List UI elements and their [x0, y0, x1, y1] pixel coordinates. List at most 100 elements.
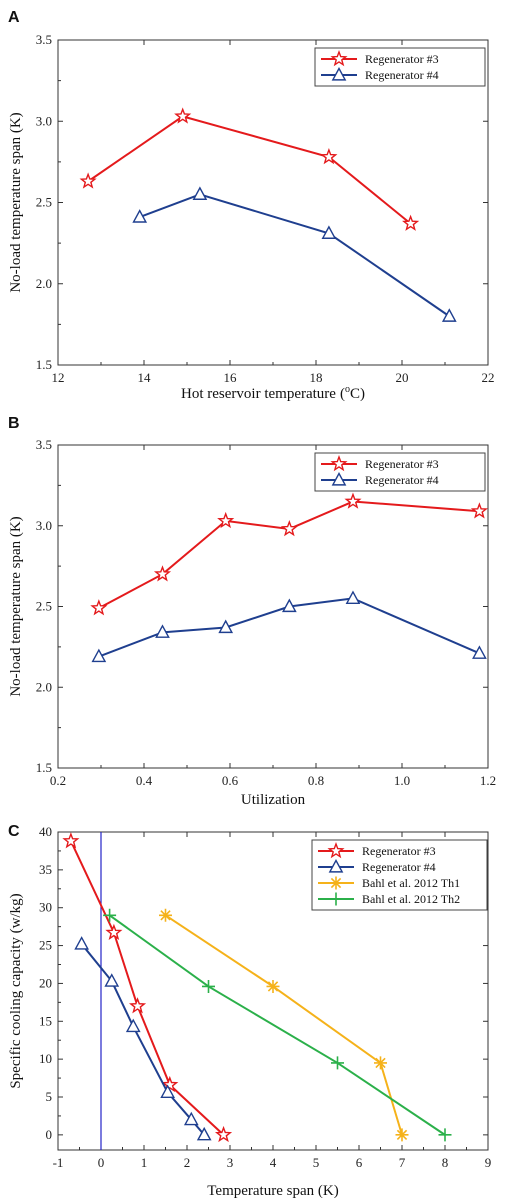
x-tick-label: 6 — [356, 1155, 363, 1170]
legend: Regenerator #3 Regenerator #4 — [314, 47, 486, 87]
data-point — [331, 1056, 344, 1070]
y-tick-label: 2.5 — [36, 195, 52, 210]
x-axis-title-unit: ( — [340, 386, 345, 402]
data-point — [402, 214, 420, 231]
series-line — [98, 597, 480, 658]
legend-label: Regenerator #3 — [365, 457, 439, 471]
legend: Regenerator #3 Regenerator #4 — [314, 452, 486, 492]
plot-frame — [57, 444, 489, 769]
x-tick-label: 0 — [98, 1155, 105, 1170]
x-tick-label: 18 — [310, 370, 323, 385]
x-tick-label: 3 — [227, 1155, 234, 1170]
data-point — [159, 908, 172, 922]
series-1 — [90, 492, 488, 616]
series-line — [69, 840, 225, 1136]
data-point — [153, 565, 172, 582]
data-point — [103, 908, 117, 922]
y-axis-title: No-load temperature span (K) — [8, 112, 24, 292]
series-line — [87, 115, 412, 225]
data-point — [218, 619, 234, 634]
y-tick-label: 30 — [39, 900, 52, 915]
data-point — [90, 599, 108, 616]
legend: Regenerator #3 Regenerator #4 Bahl et al. … — [311, 839, 488, 911]
x-tick-label: 1.0 — [394, 773, 410, 788]
y-tick-label: 35 — [39, 862, 52, 877]
x-axis-title-unit-end: C) — [350, 386, 365, 402]
series-line — [164, 914, 403, 1136]
legend-swatch-marker — [328, 859, 344, 873]
x-axis-title-main: Temperature span (K) — [207, 1183, 338, 1198]
data-point — [132, 209, 148, 223]
data-point — [128, 997, 147, 1014]
legend-label: Regenerator #3 — [365, 52, 439, 66]
series-line — [139, 193, 450, 318]
x-axis-title-unit-sup: o — [345, 384, 350, 395]
x-tick-label: 5 — [313, 1155, 320, 1170]
legend-label: Regenerator #4 — [365, 68, 439, 82]
x-tick-label: 1 — [141, 1155, 148, 1170]
data-point — [320, 148, 338, 165]
x-tick-label: 0.6 — [222, 773, 239, 788]
series-line — [109, 914, 446, 1136]
legend-label: Regenerator #4 — [362, 860, 436, 874]
y-tick-label: 1.5 — [36, 357, 52, 372]
x-tick-label: -1 — [53, 1155, 64, 1170]
data-point — [183, 1111, 199, 1126]
data-point — [79, 172, 97, 189]
data-point — [192, 186, 208, 200]
data-point — [104, 973, 120, 987]
x-tick-label: 0.2 — [50, 773, 66, 788]
y-tick-label: 2.5 — [36, 599, 52, 614]
legend-swatch-marker — [330, 50, 348, 67]
data-point — [472, 645, 487, 659]
legend-label: Regenerator #4 — [365, 473, 439, 487]
panel-letter: C — [8, 823, 20, 840]
legend-swatch-marker — [331, 472, 347, 486]
data-point — [441, 308, 457, 322]
y-tick-label: 15 — [39, 1013, 52, 1028]
data-point — [91, 648, 107, 663]
x-tick-label: 0.8 — [308, 773, 324, 788]
series-line — [80, 943, 205, 1136]
y-tick-label: 3.0 — [36, 113, 52, 128]
chart-panel-c: C-1 0 1 2 3 4 5 6 7 8 90510152025303540Temperature… — [8, 823, 491, 1198]
x-axis-title: Hot reservoir temperature (oC) — [181, 384, 365, 402]
data-point — [62, 832, 80, 849]
x-tick-label: 14 — [138, 370, 152, 385]
data-point — [174, 107, 192, 124]
chart-panel-b: B 0.2 0.4 0.6 0.8 1.0 1.2 1.5 2.0 2.5 3.0 3.5 Utiliz… — [8, 415, 496, 808]
data-point — [395, 1128, 409, 1142]
y-tick-label: 2.0 — [36, 679, 52, 694]
x-axis-title: Temperature span (K) — [207, 1183, 338, 1198]
data-point — [125, 1018, 141, 1033]
chart-panel-a: A 12 14 16 18 20 22 1.5 2.0 2.5 3.0 3.5 Hot reservoi… — [8, 9, 495, 402]
x-tick-label: 2 — [184, 1155, 191, 1170]
data-point — [160, 1084, 176, 1099]
x-tick-label: 22 — [482, 370, 495, 385]
data-point — [202, 979, 215, 993]
x-tick-label: 16 — [224, 370, 238, 385]
series-2 — [132, 186, 457, 322]
data-point — [214, 1125, 233, 1143]
y-tick-label: 3.0 — [36, 518, 52, 533]
x-tick-label: 8 — [442, 1155, 449, 1170]
legend-swatch-marker — [330, 455, 348, 472]
data-point — [155, 624, 170, 638]
x-tick-label: 9 — [485, 1155, 492, 1170]
legend-swatch-marker — [329, 892, 343, 906]
x-tick-label: 1.2 — [480, 773, 496, 788]
data-point — [74, 936, 90, 950]
y-tick-label: 40 — [39, 824, 52, 839]
legend-label: Bahl et al. 2012 Th2 — [362, 892, 460, 906]
data-point — [266, 979, 280, 993]
y-tick-label: 20 — [39, 975, 52, 990]
data-point — [470, 502, 488, 519]
data-point — [321, 225, 337, 239]
legend-label: Regenerator #3 — [362, 844, 436, 858]
data-point — [438, 1128, 452, 1142]
data-point — [280, 519, 298, 537]
series-1 — [79, 107, 420, 231]
data-point — [105, 923, 123, 940]
series-3 — [159, 908, 409, 1142]
